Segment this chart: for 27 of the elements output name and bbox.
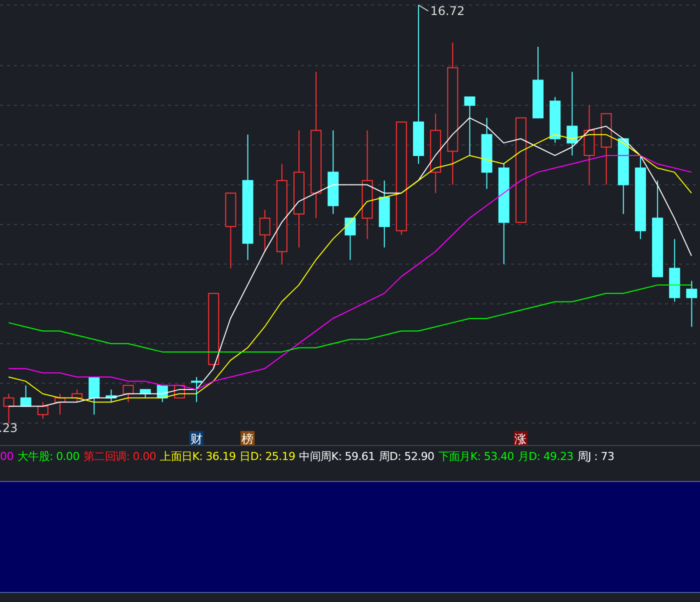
candlestick	[37, 402, 48, 420]
text: 榜	[242, 432, 254, 446]
candlestick	[3, 393, 14, 423]
text: 日D: 25.19	[240, 448, 296, 464]
text: 中间周K: 59.61	[299, 448, 375, 464]
text: 00	[0, 450, 14, 462]
text: 大牛股: 0.00	[17, 448, 80, 464]
text: 财	[190, 432, 202, 446]
annotation: .23	[0, 421, 18, 435]
candlestick	[72, 389, 83, 403]
text: 涨	[514, 432, 527, 446]
candlestick	[566, 71, 578, 156]
candlestick	[344, 218, 356, 260]
candlestick	[122, 384, 134, 403]
text: 月D: 49.23	[518, 448, 574, 464]
candlestick	[191, 376, 202, 403]
annotation: 16.72	[430, 4, 465, 18]
candlestick	[20, 384, 32, 407]
candlestick	[259, 209, 270, 252]
candlestick	[88, 376, 100, 416]
text: 第二回调: 0.00	[83, 448, 156, 464]
text: 周J : 73	[577, 448, 614, 464]
text: 周D: 52.90	[378, 448, 434, 464]
text: 上面日K: 36.19	[160, 448, 236, 464]
text: 下面月K: 53.40	[438, 448, 514, 464]
candlestick	[464, 96, 476, 156]
candlestick	[686, 280, 698, 328]
